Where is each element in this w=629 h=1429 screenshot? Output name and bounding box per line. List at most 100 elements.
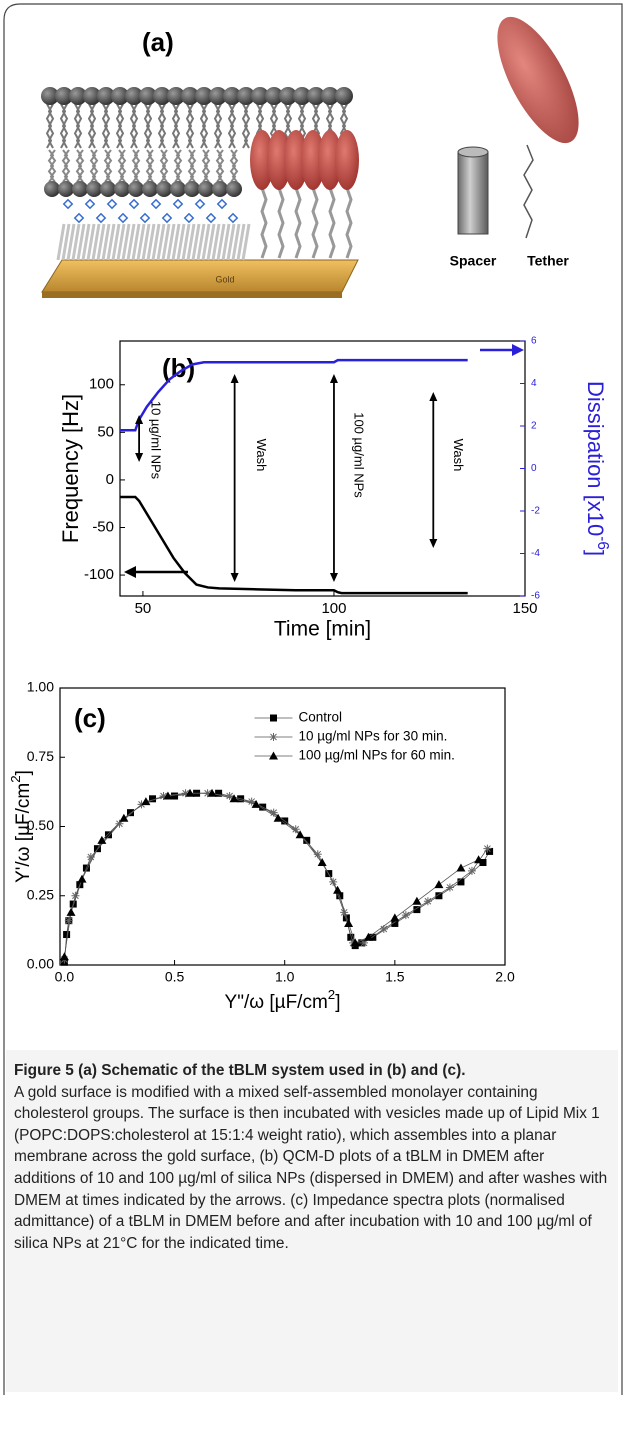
marker-square (215, 789, 223, 797)
lipid-tail (75, 149, 83, 183)
lipid-tail (73, 103, 81, 149)
lipid-head (307, 87, 325, 105)
sterol (250, 130, 274, 190)
water-molecule (106, 198, 118, 210)
marker-triangle (119, 813, 129, 822)
x-tick-label: 0.5 (165, 969, 185, 985)
y2-tick-label: 4 (531, 378, 537, 389)
x-tick-label: 150 (512, 600, 537, 617)
lipid-tail (45, 103, 53, 149)
lipid-head (142, 181, 158, 197)
series-line (120, 358, 468, 432)
lipid-tail (103, 149, 111, 183)
label-exponent: -6 (594, 536, 611, 550)
marker-triangle (363, 932, 373, 941)
tether-chain (294, 187, 302, 259)
brush-chain (71, 223, 81, 261)
marker-square (413, 906, 421, 914)
x-tick-label: 0.0 (55, 969, 75, 985)
legend-label: Control (299, 710, 343, 725)
lipid-tail (187, 149, 195, 183)
marker-star (379, 924, 388, 933)
marker-star (71, 891, 80, 900)
lipid-tail (115, 103, 123, 149)
lipid-head (97, 87, 115, 105)
label-text: Y"/ω [µF/cm (225, 992, 328, 1013)
arrow-head (429, 392, 438, 401)
lipid-tail (145, 103, 153, 149)
arrow-head (329, 573, 338, 582)
brush-chain (61, 223, 71, 261)
sterol (284, 130, 308, 190)
lipid-tail (227, 103, 235, 149)
tether-chain (311, 187, 319, 259)
label-text: Dissipation [x10 (583, 381, 608, 536)
y-tick-label: 0.25 (27, 886, 54, 902)
marker-square (171, 792, 179, 800)
marker-star (423, 897, 432, 906)
tether-chain (260, 187, 268, 259)
marker-square (149, 795, 157, 803)
lipid-head (114, 181, 130, 197)
gold-edge (42, 292, 342, 298)
marker-triangle (344, 918, 354, 927)
water-molecule (84, 198, 96, 210)
marker-triangle (229, 794, 239, 803)
water-molecule (172, 198, 184, 210)
marker-triangle (350, 938, 360, 947)
marker-triangle (474, 855, 484, 864)
y2-tick-label: 6 (531, 336, 537, 347)
lipid-head (125, 87, 143, 105)
lipid-tail (75, 103, 83, 149)
marker-triangle (141, 797, 151, 806)
water-molecule (216, 198, 228, 210)
x-label: Y"/ω [µF/cm2] (225, 987, 341, 1013)
x-tick-label: 100 (321, 600, 346, 617)
lipid-head (156, 181, 172, 197)
marker-star (483, 844, 492, 853)
lipid-tail (159, 103, 167, 149)
lipid-tail (117, 103, 125, 149)
tether-sterol (497, 16, 579, 144)
lipid-head (181, 87, 199, 105)
lipid-tail (215, 103, 223, 149)
lipid-tail (189, 149, 197, 183)
marker-square (104, 831, 112, 839)
caption-text: A gold surface is modified with a mixed … (14, 1083, 608, 1252)
gold-surface (41, 259, 359, 293)
caption-title: Figure 5 (a) Schematic of the tBLM syste… (14, 1062, 466, 1079)
lipid-tail (199, 103, 207, 149)
x-tick-label: 1.0 (275, 969, 295, 985)
y2-tick-label: 0 (531, 463, 537, 474)
lipid-tail (47, 103, 55, 149)
y2-label: Dissipation [x10-6] (583, 381, 611, 556)
lipid-tail (243, 103, 251, 149)
y-tick-label: 1.00 (27, 679, 54, 695)
lipid-tail (59, 103, 67, 149)
brush-chain (241, 223, 251, 261)
marker-star (291, 825, 300, 834)
lipid-tail (105, 149, 113, 183)
brush-chain (96, 223, 106, 261)
brush-chain (56, 223, 66, 261)
brush-chain (86, 223, 96, 261)
brush-chain (216, 223, 226, 261)
lipid-tail (63, 149, 71, 183)
marker-star (159, 792, 168, 801)
marker-triangle (97, 835, 107, 844)
marker-triangle (412, 896, 422, 905)
water-molecule (62, 198, 74, 210)
lipid-tail (77, 149, 85, 183)
marker-triangle (390, 913, 400, 922)
y-tick-label: -50 (92, 518, 114, 535)
brush-chain (101, 223, 111, 261)
marker-triangle (317, 858, 327, 867)
brush-chain (151, 223, 161, 261)
brush-chain (206, 223, 216, 261)
arrow-head (135, 415, 144, 424)
water-molecule (161, 212, 173, 224)
brush-chain (161, 223, 171, 261)
marker-triangle (251, 799, 261, 808)
lipid-tail (133, 149, 141, 183)
y-tick-label: 50 (97, 423, 114, 440)
